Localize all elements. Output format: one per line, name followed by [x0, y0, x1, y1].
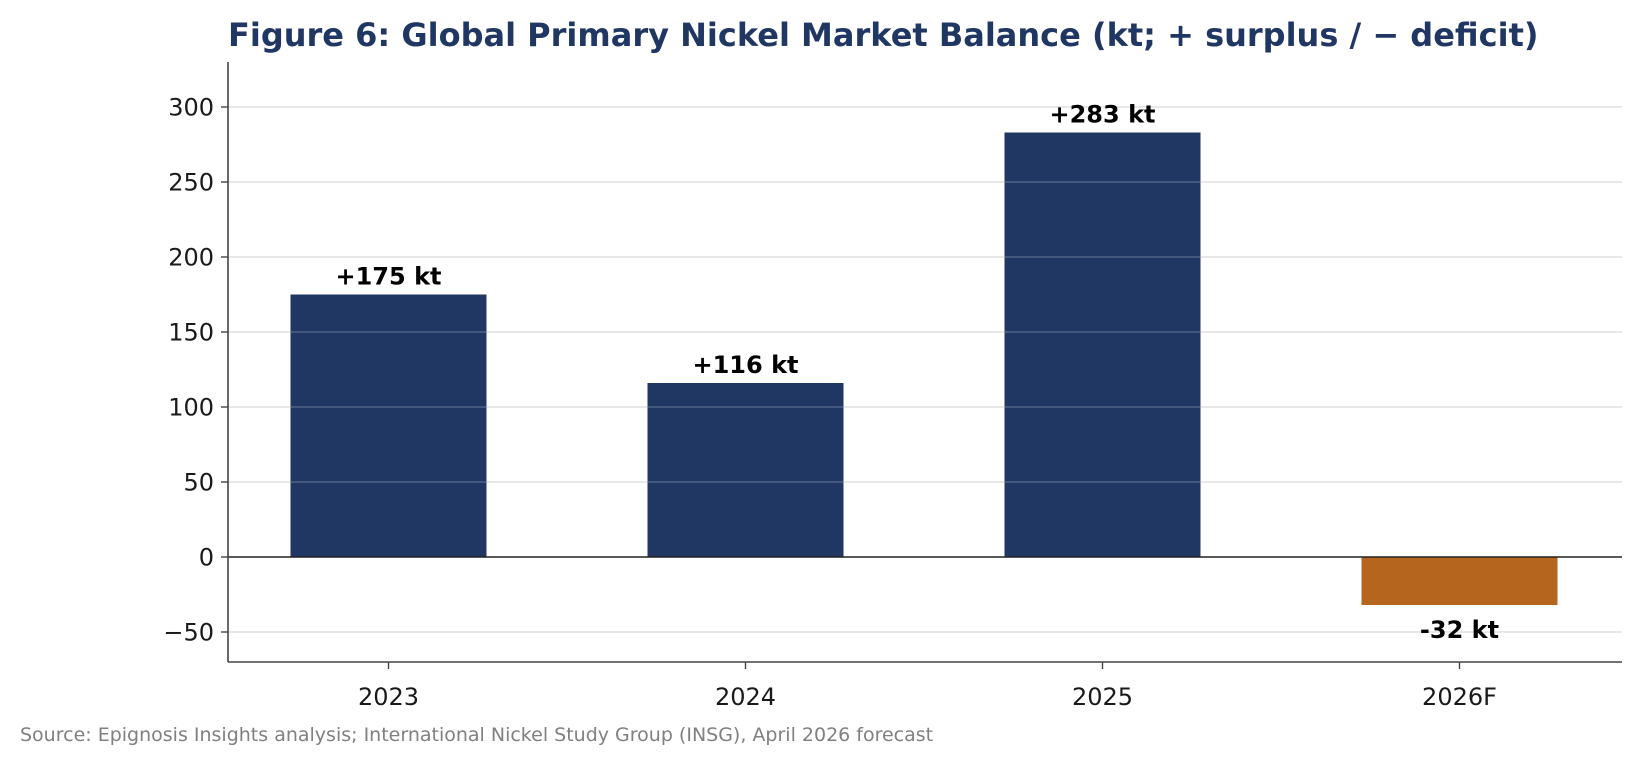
y-tick-label: −50: [163, 619, 214, 647]
x-tick-label: 2024: [715, 683, 776, 711]
x-axis-ticks: 2023 2024 2025 2026F: [358, 662, 1497, 711]
y-tick-label: 0: [199, 544, 214, 572]
y-tick-label: 200: [168, 244, 214, 272]
y-tick-label: 50: [183, 469, 214, 497]
y-tick-label: 100: [168, 394, 214, 422]
bar-2024: [647, 383, 844, 557]
data-label: +283 kt: [1050, 101, 1156, 129]
y-axis-ticks: −50 0 50 100 150 200 250 300: [163, 94, 228, 647]
axes: [227, 62, 1622, 663]
bar-2023: [290, 294, 487, 557]
x-tick-label: 2023: [358, 683, 419, 711]
bars: [290, 132, 1558, 605]
source-note: Source: Epignosis Insights analysis; Int…: [20, 724, 933, 746]
bar-2025: [1004, 132, 1201, 557]
bar-2026f: [1361, 557, 1558, 605]
data-label: +175 kt: [336, 263, 442, 291]
data-labels: +175 kt +116 kt +283 kt -32 kt: [336, 101, 1500, 645]
x-tick-label: 2026F: [1422, 683, 1497, 711]
y-tick-label: 250: [168, 169, 214, 197]
y-tick-label: 300: [168, 94, 214, 122]
x-tick-label: 2025: [1072, 683, 1133, 711]
chart-title: Figure 6: Global Primary Nickel Market B…: [228, 16, 1538, 54]
data-label: -32 kt: [1420, 616, 1499, 644]
data-label: +116 kt: [693, 351, 799, 379]
y-tick-label: 150: [168, 319, 214, 347]
